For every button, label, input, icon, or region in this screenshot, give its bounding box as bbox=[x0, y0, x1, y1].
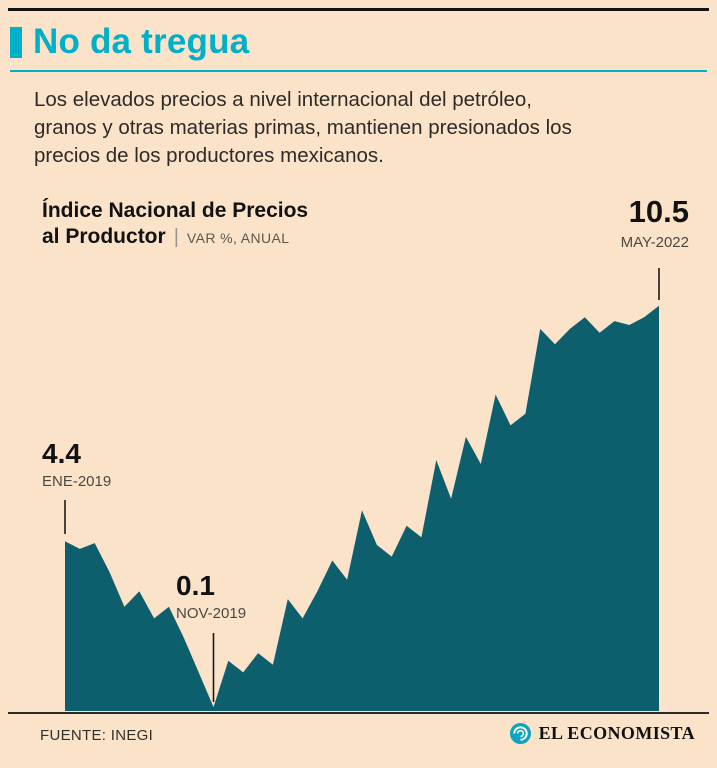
annotation-start: 4.4 ENE-2019 bbox=[42, 438, 111, 490]
annotation-low-value: 0.1 bbox=[176, 570, 215, 601]
annotation-low: 0.1 NOV-2019 bbox=[176, 570, 246, 622]
annotation-low-label: NOV-2019 bbox=[176, 605, 247, 622]
chart-unit-label: VAR %, ANUAL bbox=[186, 230, 290, 246]
title-underline-rule bbox=[10, 70, 707, 72]
chart-title-separator: | bbox=[173, 226, 179, 248]
title-accent-block bbox=[10, 26, 22, 58]
annotation-latest: 10.5 MAY-2022 bbox=[621, 194, 689, 251]
publisher-name: EL ECONOMISTA bbox=[538, 723, 695, 743]
intro-line-2: granos y otras materias primas, mantiene… bbox=[34, 116, 572, 139]
el-economista-logo-icon bbox=[509, 722, 531, 745]
intro-line-3: precios de los productores mexicanos. bbox=[34, 144, 384, 167]
chart-title-line1: Índice Nacional de Precios bbox=[42, 199, 309, 222]
annotation-start-value: 4.4 bbox=[42, 438, 81, 469]
intro-paragraph: Los elevados precios a nivel internacion… bbox=[34, 86, 699, 170]
annotation-latest-value: 10.5 bbox=[628, 194, 689, 229]
infographic-title: No da tregua bbox=[33, 22, 250, 61]
annotation-latest-label: MAY-2022 bbox=[620, 234, 689, 251]
chart-title-line2: al Productor | VAR %, ANUAL bbox=[42, 224, 308, 251]
area-series bbox=[65, 305, 659, 711]
intro-line-1: Los elevados precios a nivel internacion… bbox=[34, 88, 533, 111]
top-rule bbox=[8, 8, 709, 11]
chart-title-line2-text: al Productor bbox=[42, 225, 166, 248]
footer-rule bbox=[8, 712, 709, 714]
source-label: FUENTE: INEGI bbox=[40, 727, 154, 744]
chart-title: Índice Nacional de Precios al Productor … bbox=[42, 198, 308, 251]
masthead: No da tregua bbox=[10, 22, 249, 62]
publisher-brand: EL ECONOMISTA bbox=[509, 722, 695, 745]
annotation-start-label: ENE-2019 bbox=[42, 473, 112, 490]
